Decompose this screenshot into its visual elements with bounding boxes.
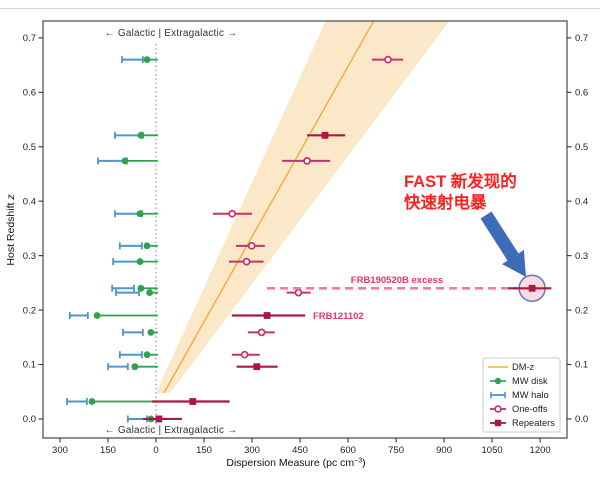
mw-disk-point (137, 284, 158, 292)
legend-item-label: MW disk (512, 376, 548, 386)
repeater-point (236, 363, 278, 371)
x-tick-label: 750 (388, 445, 404, 456)
one-off-point (247, 328, 275, 337)
legend-box (482, 357, 561, 433)
boundary-note-top: ← Galactic | Extragalactic → (105, 28, 238, 39)
x-tick-label: 600 (340, 445, 356, 456)
legend: DM-z MW disk MW halo One-offs Repeaters (482, 357, 561, 433)
y-tick-label-right: 0.3 (575, 251, 588, 262)
mw-disk-point (88, 398, 158, 405)
repeater-point (231, 312, 306, 319)
mw-halo-bar (118, 242, 143, 250)
mw-halo-bar (111, 284, 135, 292)
dmz-uncertainty-band (155, 21, 450, 393)
one-offs-icon (494, 405, 502, 413)
y-tick-label-right: 0.1 (575, 360, 588, 371)
legend-item-label: MW halo (512, 390, 549, 400)
mw-disk-point (136, 258, 158, 266)
x-tick-label: 450 (292, 445, 308, 456)
y-tick-label-left: 0.6 (23, 88, 36, 99)
one-off-point (286, 288, 311, 297)
x-tick-label: 1200 (530, 445, 551, 456)
boundary-note-bottom: ← Galactic | Extragalactic → (105, 425, 238, 436)
repeaters-icon (494, 419, 502, 427)
one-off-point (231, 350, 260, 359)
mw-halo-bar (66, 398, 88, 406)
mw-halo-bar (107, 363, 129, 371)
y-tick-label-left: 0.5 (23, 142, 36, 153)
fast-discovery-annotation-line1: FAST 新发现的 (404, 171, 517, 191)
mw-disk-point (143, 56, 158, 64)
mw-disk-point (143, 351, 158, 359)
one-off-point (236, 241, 265, 250)
y-tick-label-right: 0.7 (575, 33, 588, 44)
frb190520b-excess-label: FRB190520B excess (351, 275, 443, 286)
axes-border (42, 20, 568, 439)
repeater-point-frb190520b (508, 284, 552, 292)
x-tick-label: 1050 (482, 445, 503, 456)
legend-item: DM-z (488, 362, 535, 372)
y-tick-label-left: 0.0 (23, 414, 36, 425)
fast-discovery-annotation-line2: 快速射电暴 (404, 192, 487, 212)
repeater-point (143, 415, 182, 423)
legend-item: MW disk (490, 376, 548, 386)
mw-disk-point (131, 363, 158, 371)
legend-item: One-offs (490, 404, 548, 414)
mw-halo-bar (121, 56, 144, 64)
mw-disk-point (136, 210, 158, 218)
mw-disk-point (143, 242, 158, 250)
dmz-relation-line (163, 20, 375, 394)
legend-item: MW halo (490, 390, 549, 400)
x-tick-label: 150 (196, 445, 212, 456)
one-off-point (282, 157, 331, 165)
y-tick-label-right: 0.6 (575, 88, 588, 99)
legend-item-label: One-offs (512, 404, 548, 414)
y-tick-label-left: 0.2 (23, 305, 36, 316)
plot-area: 300 150 0 150 300 450 600 750 900 1050 1200 0.0 0.0 0… (23, 20, 588, 456)
x-tick-label: 300 (52, 445, 68, 456)
mw-disk-point (121, 157, 158, 165)
legend-item: Repeaters (490, 418, 555, 428)
mw-halo-bar (122, 328, 144, 336)
y-tick-label-right: 0.4 (575, 196, 588, 207)
x-tick-label: 150 (100, 445, 116, 456)
y-tick-label-right: 0.2 (575, 305, 588, 316)
y-tick-label-left: 0.3 (23, 251, 36, 262)
mw-disk-point (147, 328, 158, 336)
mw-halo-bar (68, 312, 89, 320)
one-off-point (372, 55, 404, 64)
y-tick-label-right: 0.0 (575, 414, 588, 425)
mw-disk-point (137, 131, 158, 139)
x-axis-title: Dispersion Measure (pc cm−3) (226, 457, 365, 469)
y-tick-label-left: 0.1 (23, 360, 36, 371)
frb121102-label: FRB121102 (313, 311, 364, 322)
legend-item-label: Repeaters (512, 418, 555, 428)
x-tick-label: 0 (153, 445, 158, 456)
mw-disk-point (146, 289, 158, 297)
mw-disk-icon (494, 377, 502, 385)
y-tick-label-left: 0.7 (23, 33, 36, 44)
one-off-point (228, 257, 264, 266)
legend-item-label: DM-z (512, 362, 535, 372)
callout-arrow-icon (480, 211, 526, 277)
repeater-point (152, 398, 230, 405)
repeater-point (307, 131, 346, 139)
x-tick-label: 300 (244, 445, 260, 456)
mw-halo-bar (118, 351, 143, 359)
x-tick-label: 900 (436, 445, 452, 456)
y-axis-title: Host Redshift z (5, 194, 17, 266)
mw-disk-point (93, 312, 158, 319)
one-off-point (212, 209, 253, 218)
y-tick-label-right: 0.5 (575, 142, 588, 153)
y-tick-label-left: 0.4 (23, 196, 36, 207)
